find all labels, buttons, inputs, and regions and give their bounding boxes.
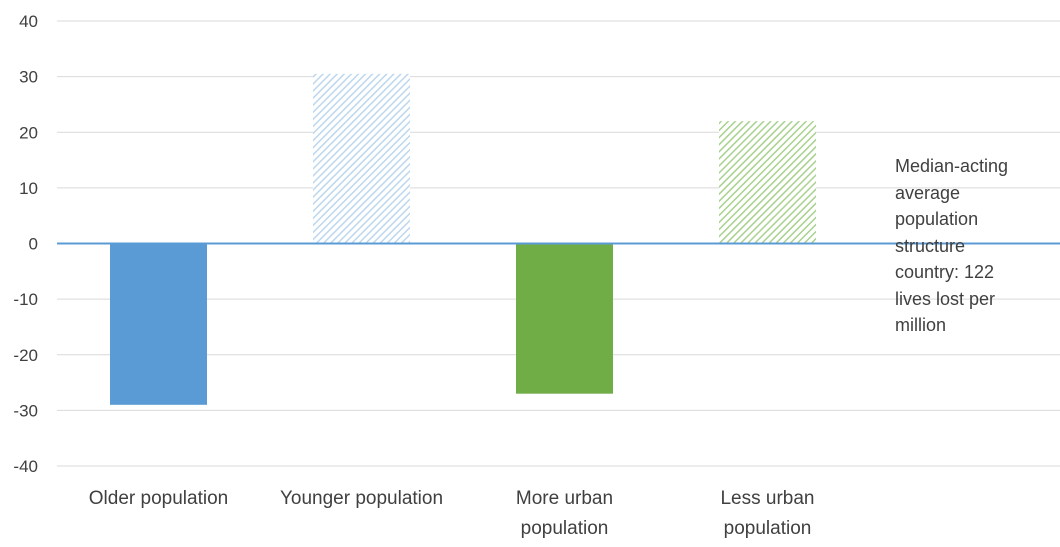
- annotation-line: population: [895, 209, 979, 229]
- annotation-line: million: [895, 315, 947, 335]
- x-category-label: More urban population: [516, 488, 613, 539]
- annotation-line: structure: [895, 235, 966, 256]
- x-category-label: Less urban population: [720, 488, 814, 539]
- x-category-label: Older population: [89, 488, 228, 509]
- annotation: Median-acting average population structu…: [895, 153, 1055, 339]
- x-axis-categories: Older population Younger population More u…: [89, 488, 815, 539]
- bar: [110, 243, 207, 405]
- y-axis-ticks: 40 30 20 10 0 -10 -20 -30 -40: [13, 12, 38, 476]
- bar: [313, 73, 410, 244]
- y-tick-label: 20: [19, 123, 38, 142]
- y-tick-label: -40: [13, 457, 38, 476]
- y-tick-label: 30: [19, 68, 38, 87]
- annotation-line: country: 122: [895, 262, 995, 282]
- y-tick-label: -30: [13, 401, 38, 420]
- annotation-line: average: [895, 182, 961, 203]
- y-tick-label: -10: [13, 290, 38, 309]
- y-tick-label: 40: [19, 12, 38, 31]
- x-category-label: Younger population: [280, 488, 443, 509]
- bars: [110, 73, 816, 405]
- y-tick-label: 0: [29, 235, 38, 254]
- y-tick-label: 10: [19, 179, 38, 198]
- annotation-line: Median-acting: [895, 156, 1009, 176]
- y-tick-label: -20: [13, 346, 38, 365]
- bar: [719, 121, 816, 244]
- bar: [516, 243, 613, 394]
- annotation-line: lives lost per: [895, 288, 996, 309]
